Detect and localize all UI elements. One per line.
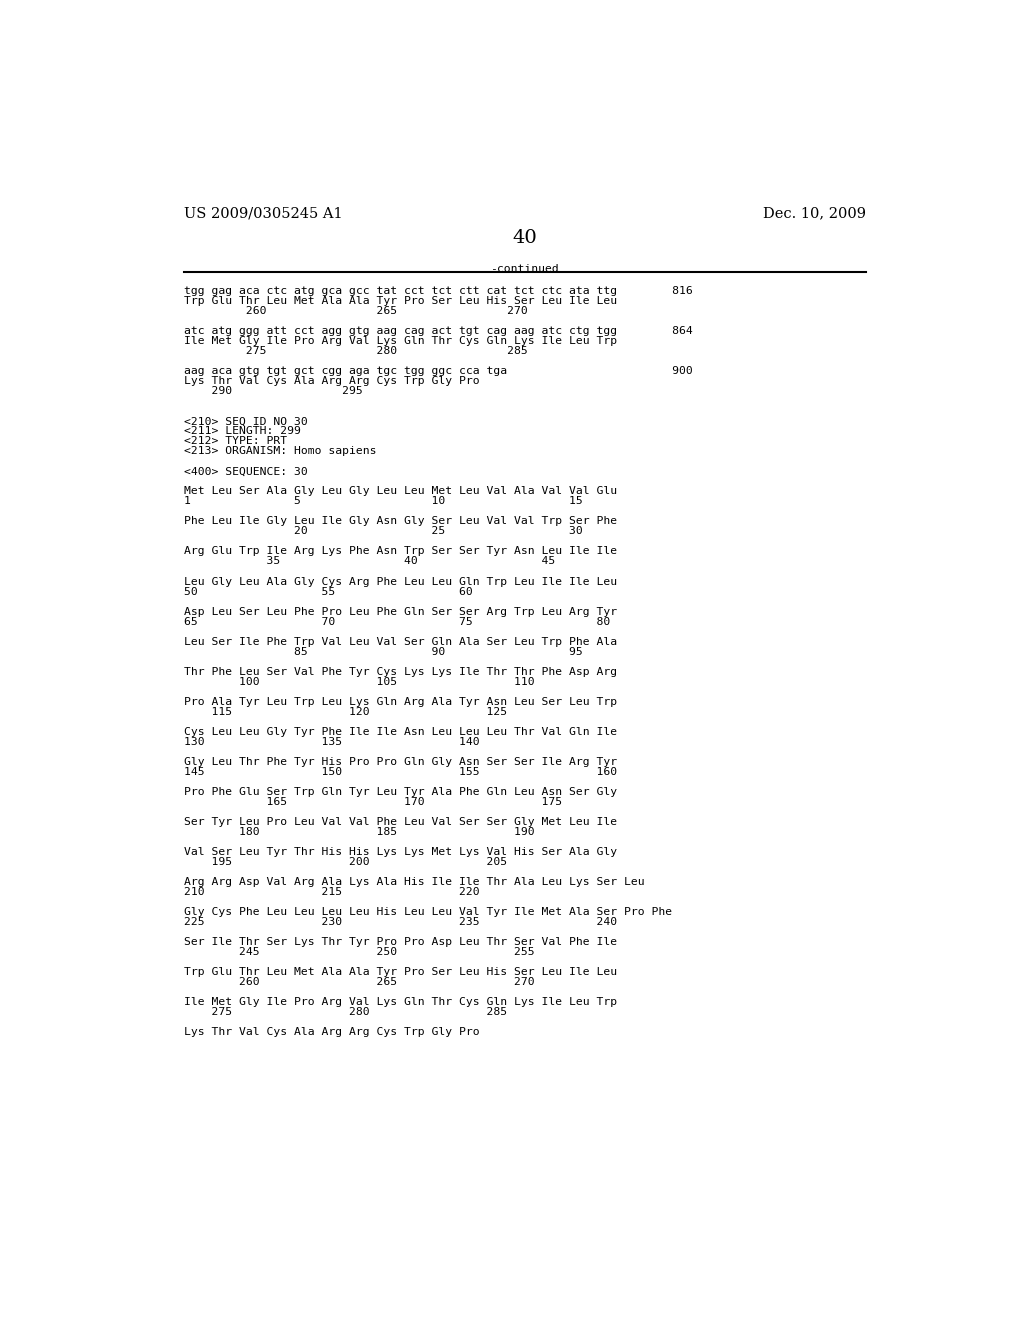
Text: 245                 250                 255: 245 250 255 xyxy=(183,946,535,957)
Text: Trp Glu Thr Leu Met Ala Ala Tyr Pro Ser Leu His Ser Leu Ile Leu: Trp Glu Thr Leu Met Ala Ala Tyr Pro Ser … xyxy=(183,966,616,977)
Text: 195                 200                 205: 195 200 205 xyxy=(183,857,507,867)
Text: aag aca gtg tgt gct cgg aga tgc tgg ggc cca tga                        900: aag aca gtg tgt gct cgg aga tgc tgg ggc … xyxy=(183,367,692,376)
Text: Lys Thr Val Cys Ala Arg Arg Cys Trp Gly Pro: Lys Thr Val Cys Ala Arg Arg Cys Trp Gly … xyxy=(183,1027,479,1038)
Text: Gly Leu Thr Phe Tyr His Pro Pro Gln Gly Asn Ser Ser Ile Arg Tyr: Gly Leu Thr Phe Tyr His Pro Pro Gln Gly … xyxy=(183,756,616,767)
Text: 50                  55                  60: 50 55 60 xyxy=(183,586,472,597)
Text: 100                 105                 110: 100 105 110 xyxy=(183,677,535,686)
Text: <400> SEQUENCE: 30: <400> SEQUENCE: 30 xyxy=(183,466,307,477)
Text: 1               5                   10                  15: 1 5 10 15 xyxy=(183,496,583,507)
Text: <212> TYPE: PRT: <212> TYPE: PRT xyxy=(183,437,287,446)
Text: Phe Leu Ile Gly Leu Ile Gly Asn Gly Ser Leu Val Val Trp Ser Phe: Phe Leu Ile Gly Leu Ile Gly Asn Gly Ser … xyxy=(183,516,616,527)
Text: Asp Leu Ser Leu Phe Pro Leu Phe Gln Ser Ser Arg Trp Leu Arg Tyr: Asp Leu Ser Leu Phe Pro Leu Phe Gln Ser … xyxy=(183,607,616,616)
Text: Leu Ser Ile Phe Trp Val Leu Val Ser Gln Ala Ser Leu Trp Phe Ala: Leu Ser Ile Phe Trp Val Leu Val Ser Gln … xyxy=(183,636,616,647)
Text: Pro Phe Glu Ser Trp Gln Tyr Leu Tyr Ala Phe Gln Leu Asn Ser Gly: Pro Phe Glu Ser Trp Gln Tyr Leu Tyr Ala … xyxy=(183,787,616,797)
Text: 260                 265                 270: 260 265 270 xyxy=(183,977,535,987)
Text: Pro Ala Tyr Leu Trp Leu Lys Gln Arg Ala Tyr Asn Leu Ser Leu Trp: Pro Ala Tyr Leu Trp Leu Lys Gln Arg Ala … xyxy=(183,697,616,706)
Text: 145                 150                 155                 160: 145 150 155 160 xyxy=(183,767,616,776)
Text: Met Leu Ser Ala Gly Leu Gly Leu Leu Met Leu Val Ala Val Val Glu: Met Leu Ser Ala Gly Leu Gly Leu Leu Met … xyxy=(183,487,616,496)
Text: <210> SEQ ID NO 30: <210> SEQ ID NO 30 xyxy=(183,416,307,426)
Text: <211> LENGTH: 299: <211> LENGTH: 299 xyxy=(183,426,301,437)
Text: 225                 230                 235                 240: 225 230 235 240 xyxy=(183,917,616,927)
Text: Thr Phe Leu Ser Val Phe Tyr Cys Lys Lys Ile Thr Thr Phe Asp Arg: Thr Phe Leu Ser Val Phe Tyr Cys Lys Lys … xyxy=(183,667,616,677)
Text: 290                295: 290 295 xyxy=(183,387,362,396)
Text: 85                  90                  95: 85 90 95 xyxy=(183,647,583,656)
Text: 210                 215                 220: 210 215 220 xyxy=(183,887,479,896)
Text: 180                 185                 190: 180 185 190 xyxy=(183,826,535,837)
Text: 65                  70                  75                  80: 65 70 75 80 xyxy=(183,616,610,627)
Text: Cys Leu Leu Gly Tyr Phe Ile Ile Asn Leu Leu Leu Thr Val Gln Ile: Cys Leu Leu Gly Tyr Phe Ile Ile Asn Leu … xyxy=(183,726,616,737)
Text: 275                 280                 285: 275 280 285 xyxy=(183,1007,507,1016)
Text: 115                 120                 125: 115 120 125 xyxy=(183,706,507,717)
Text: Ser Tyr Leu Pro Leu Val Val Phe Leu Val Ser Ser Gly Met Leu Ile: Ser Tyr Leu Pro Leu Val Val Phe Leu Val … xyxy=(183,817,616,826)
Text: Arg Arg Asp Val Arg Ala Lys Ala His Ile Ile Thr Ala Leu Lys Ser Leu: Arg Arg Asp Val Arg Ala Lys Ala His Ile … xyxy=(183,876,644,887)
Text: 35                  40                  45: 35 40 45 xyxy=(183,557,555,566)
Text: Dec. 10, 2009: Dec. 10, 2009 xyxy=(763,206,866,220)
Text: Leu Gly Leu Ala Gly Cys Arg Phe Leu Leu Gln Trp Leu Ile Ile Leu: Leu Gly Leu Ala Gly Cys Arg Phe Leu Leu … xyxy=(183,577,616,586)
Text: 130                 135                 140: 130 135 140 xyxy=(183,737,479,747)
Text: 260                265                270: 260 265 270 xyxy=(183,306,527,317)
Text: 165                 170                 175: 165 170 175 xyxy=(183,797,562,807)
Text: Lys Thr Val Cys Ala Arg Arg Cys Trp Gly Pro: Lys Thr Val Cys Ala Arg Arg Cys Trp Gly … xyxy=(183,376,479,387)
Text: 275                280                285: 275 280 285 xyxy=(183,346,527,356)
Text: 40: 40 xyxy=(512,230,538,247)
Text: -continued: -continued xyxy=(490,264,559,273)
Text: tgg gag aca ctc atg gca gcc tat cct tct ctt cat tct ctc ata ttg        816: tgg gag aca ctc atg gca gcc tat cct tct … xyxy=(183,286,692,296)
Text: Trp Glu Thr Leu Met Ala Ala Tyr Pro Ser Leu His Ser Leu Ile Leu: Trp Glu Thr Leu Met Ala Ala Tyr Pro Ser … xyxy=(183,296,616,306)
Text: Ile Met Gly Ile Pro Arg Val Lys Gln Thr Cys Gln Lys Ile Leu Trp: Ile Met Gly Ile Pro Arg Val Lys Gln Thr … xyxy=(183,337,616,346)
Text: Ile Met Gly Ile Pro Arg Val Lys Gln Thr Cys Gln Lys Ile Leu Trp: Ile Met Gly Ile Pro Arg Val Lys Gln Thr … xyxy=(183,997,616,1007)
Text: atc atg ggg att cct agg gtg aag cag act tgt cag aag atc ctg tgg        864: atc atg ggg att cct agg gtg aag cag act … xyxy=(183,326,692,337)
Text: Val Ser Leu Tyr Thr His His Lys Lys Met Lys Val His Ser Ala Gly: Val Ser Leu Tyr Thr His His Lys Lys Met … xyxy=(183,847,616,857)
Text: <213> ORGANISM: Homo sapiens: <213> ORGANISM: Homo sapiens xyxy=(183,446,376,457)
Text: Gly Cys Phe Leu Leu Leu Leu His Leu Leu Val Tyr Ile Met Ala Ser Pro Phe: Gly Cys Phe Leu Leu Leu Leu His Leu Leu … xyxy=(183,907,672,917)
Text: 20                  25                  30: 20 25 30 xyxy=(183,527,583,536)
Text: Arg Glu Trp Ile Arg Lys Phe Asn Trp Ser Ser Tyr Asn Leu Ile Ile: Arg Glu Trp Ile Arg Lys Phe Asn Trp Ser … xyxy=(183,546,616,557)
Text: Ser Ile Thr Ser Lys Thr Tyr Pro Pro Asp Leu Thr Ser Val Phe Ile: Ser Ile Thr Ser Lys Thr Tyr Pro Pro Asp … xyxy=(183,937,616,946)
Text: US 2009/0305245 A1: US 2009/0305245 A1 xyxy=(183,206,342,220)
